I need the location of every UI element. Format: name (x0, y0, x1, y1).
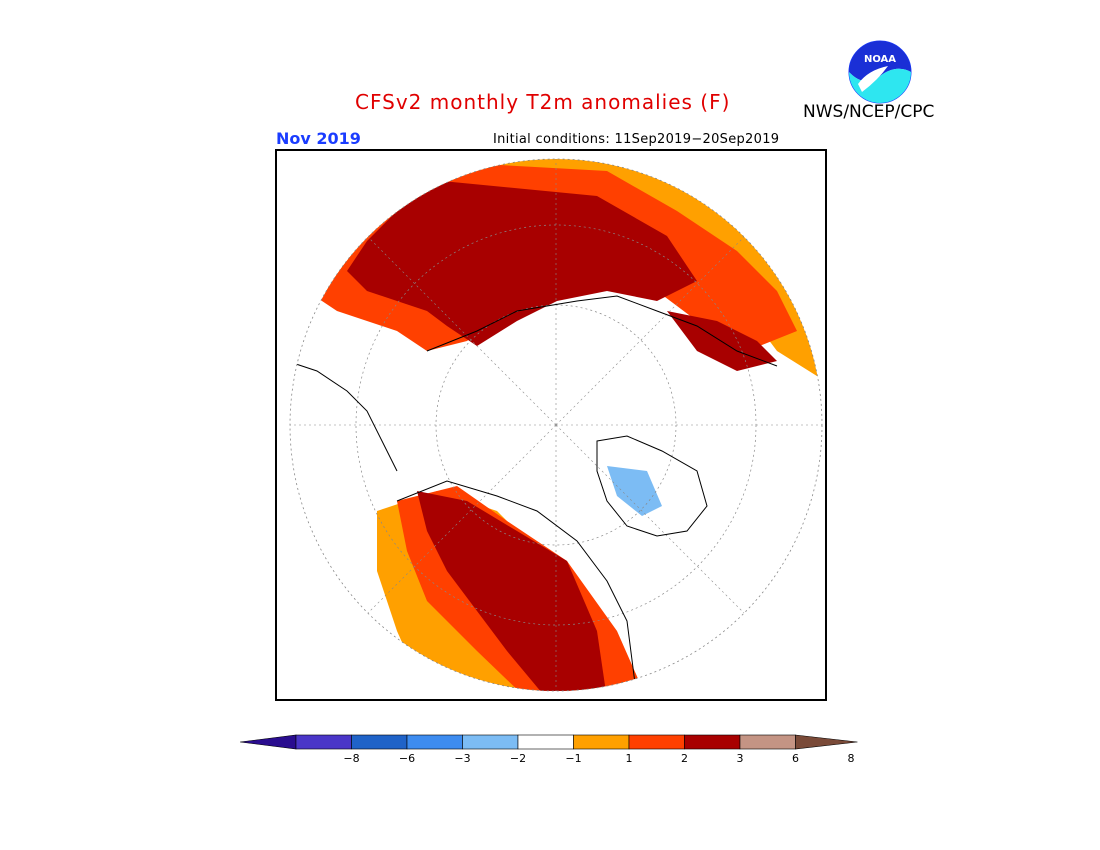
colorbar-swatch (573, 734, 630, 750)
colorbar-tick-label: 6 (792, 752, 799, 765)
chart-title: CFSv2 monthly T2m anomalies (F) (355, 90, 731, 114)
colorbar-swatch (684, 734, 741, 750)
colorbar (239, 733, 862, 755)
colorbar-tick-label: −6 (398, 752, 416, 765)
colorbar-tick-label: −3 (454, 752, 471, 765)
colorbar-svg (239, 734, 858, 750)
colorbar-swatch (351, 734, 408, 750)
colorbar-tick-label: −1 (565, 752, 582, 765)
colorbar-tick-label: −8 (343, 752, 360, 765)
colorbar-swatch (628, 734, 685, 750)
noaa-logo: NOAA (848, 40, 912, 104)
colorbar-swatch (462, 734, 519, 750)
colorbar-swatch (517, 734, 574, 750)
coastline-eurasia (426, 295, 778, 367)
colorbar-tick-label: −2 (509, 752, 527, 765)
colorbar-swatch (406, 734, 463, 750)
anomaly-region-warm3-canada (417, 491, 607, 691)
agency-label: NWS/NCEP/CPC (803, 102, 935, 122)
polar-map (289, 158, 823, 692)
colorbar-tick-label: 1 (625, 752, 633, 765)
initial-conditions: Initial conditions: 11Sep2019−20Sep2019 (493, 132, 780, 147)
anomaly-region-cool-greenland (607, 466, 662, 516)
colorbar-swatch (739, 734, 796, 750)
hemisphere-outline (289, 158, 823, 692)
noaa-logo-text: NOAA (864, 54, 896, 65)
forecast-month: Nov 2019 (276, 129, 361, 148)
colorbar-arrow-right (795, 734, 858, 750)
coastline-europe (290, 360, 398, 472)
colorbar-arrow-left (239, 734, 297, 750)
coastline-america (396, 480, 638, 691)
colorbar-tick-label: 3 (736, 752, 744, 765)
colorbar-tick-label: 8 (847, 752, 855, 765)
anomaly-region-warm3-siberia (347, 181, 697, 346)
coastline-greenland (596, 435, 708, 537)
polar-map-frame (275, 149, 827, 701)
colorbar-tick-label: 2 (681, 752, 688, 765)
colorbar-swatch (295, 734, 352, 750)
